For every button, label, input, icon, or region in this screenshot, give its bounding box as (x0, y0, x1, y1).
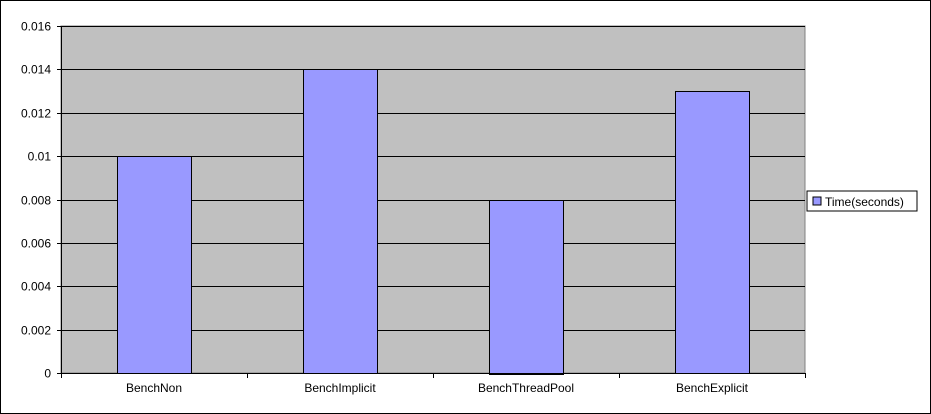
bar (489, 200, 564, 375)
y-tick-label: 0.012 (21, 107, 51, 121)
y-tick-label: 0.006 (21, 237, 51, 251)
legend-swatch (812, 196, 822, 206)
x-tick-label: BenchNon (126, 381, 182, 395)
y-tick-label: 0.016 (21, 20, 51, 34)
y-tick-label: 0.008 (21, 194, 51, 208)
x-tick-label: BenchThreadPool (478, 381, 574, 395)
bar (303, 69, 378, 374)
x-tick-label: BenchExplicit (676, 381, 749, 395)
axis-labels: 0 0.002 0.004 0.006 0.008 0.01 0.012 0.014 0.016… (21, 20, 749, 396)
axes (57, 26, 806, 378)
y-tick-label: 0.014 (21, 63, 51, 77)
y-tick-label: 0.01 (28, 150, 52, 164)
bar (117, 156, 192, 374)
bars (117, 69, 750, 375)
x-tick-label: BenchImplicit (304, 381, 376, 395)
legend-label: Time(seconds) (825, 195, 904, 209)
y-tick-label: 0.002 (21, 324, 51, 338)
bar (675, 91, 750, 374)
y-tick-label: 0 (44, 367, 51, 381)
y-tick-label: 0.004 (21, 280, 51, 294)
legend-box (806, 190, 918, 212)
legend: Time(seconds) (806, 190, 918, 212)
